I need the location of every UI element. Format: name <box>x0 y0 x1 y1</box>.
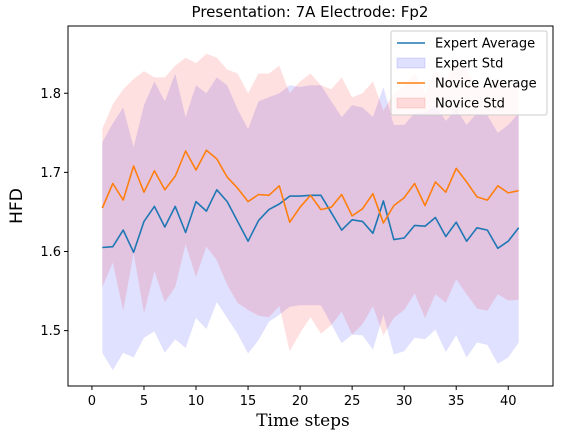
legend-swatch-band <box>396 57 426 69</box>
legend-swatch-band <box>396 97 426 109</box>
series-band-3 <box>102 53 519 352</box>
y-tick-label: 1.7 <box>40 166 61 181</box>
x-tick-label: 20 <box>292 394 309 409</box>
chart-title: Presentation: 7A Electrode: Fp2 <box>192 3 429 21</box>
y-tick-label: 1.5 <box>40 324 61 339</box>
legend: Expert Average Expert Std Novice Average No… <box>390 30 548 116</box>
y-axis-label: HFD <box>7 188 27 224</box>
x-tick-label: 5 <box>140 394 148 409</box>
y-ticks: 1.5 1.6 1.7 1.8 <box>40 87 68 339</box>
series-line-2 <box>101 149 519 224</box>
x-tick-label: 25 <box>344 394 361 409</box>
legend-box <box>390 30 548 116</box>
legend-label: Expert Std <box>435 57 503 72</box>
legend-label: Novice Std <box>435 97 505 112</box>
x-tick-label: 40 <box>500 394 517 409</box>
x-tick-label: 35 <box>448 394 465 409</box>
plot-bands <box>102 53 519 371</box>
x-tick-label: 15 <box>240 394 257 409</box>
legend-label: Expert Average <box>435 37 535 52</box>
x-axis-label: Time steps <box>256 411 350 431</box>
series-band-1 <box>102 73 519 371</box>
y-tick-label: 1.8 <box>40 87 61 102</box>
plot-frame <box>67 25 554 387</box>
y-tick-label: 1.6 <box>40 245 61 260</box>
plot-lines <box>101 149 520 254</box>
legend-label: Novice Average <box>435 77 537 92</box>
x-tick-label: 0 <box>88 394 96 409</box>
x-tick-label: 30 <box>396 394 413 409</box>
x-ticks: 0 5 10 15 20 25 30 35 40 <box>88 386 517 409</box>
x-tick-label: 10 <box>188 394 205 409</box>
